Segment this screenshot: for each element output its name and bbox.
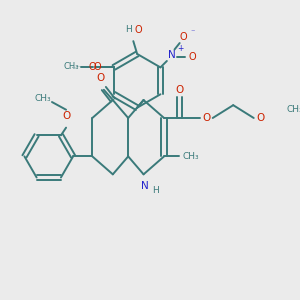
Text: O: O: [62, 111, 70, 121]
Text: O: O: [96, 73, 104, 83]
Text: O: O: [189, 52, 196, 62]
Text: CH₃: CH₃: [64, 61, 79, 70]
Text: CH₃: CH₃: [183, 152, 199, 161]
Text: H: H: [152, 187, 158, 196]
Text: N: N: [141, 181, 149, 191]
Text: O: O: [180, 32, 187, 42]
Text: O: O: [256, 113, 264, 123]
Text: +: +: [177, 44, 183, 53]
Text: O: O: [175, 85, 184, 95]
Text: O: O: [93, 62, 101, 72]
Text: methoxy: methoxy: [72, 67, 79, 68]
Text: O: O: [135, 25, 142, 34]
Text: O: O: [202, 113, 210, 123]
Text: CH₃: CH₃: [35, 94, 51, 103]
Text: N: N: [168, 50, 176, 60]
Text: O: O: [88, 62, 96, 72]
Text: methoxy: methoxy: [77, 66, 83, 68]
Text: CH₃: CH₃: [286, 104, 300, 113]
Text: H: H: [125, 25, 132, 34]
Text: ⁻: ⁻: [190, 27, 195, 36]
